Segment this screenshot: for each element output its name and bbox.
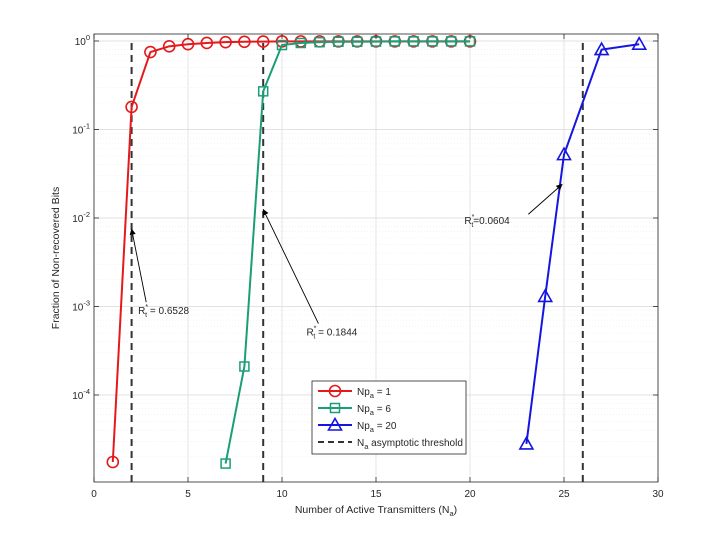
y-tick-label: 100 xyxy=(75,33,90,48)
data-point xyxy=(256,35,270,48)
y-tick-label: 10-1 xyxy=(72,122,90,137)
series-2 xyxy=(220,36,476,469)
legend-label: Na asymptotic threshold xyxy=(357,438,463,451)
series-line xyxy=(224,40,470,464)
x-axis-label: Number of Active Transmitters (Na) xyxy=(295,504,457,518)
legend: Npa = 1 Npa = 6 Npa = 20 Na asymptotic thre… xyxy=(311,380,467,455)
data-point xyxy=(276,39,288,51)
legend-label: Npa = 1 xyxy=(357,387,391,400)
annotation-arrow xyxy=(129,228,147,303)
data-point xyxy=(537,288,554,303)
series-line xyxy=(525,43,640,445)
data-point xyxy=(219,35,232,49)
data-point xyxy=(333,36,344,48)
y-tick-label: 10-2 xyxy=(72,210,90,225)
data-point xyxy=(238,35,251,49)
data-point xyxy=(257,86,269,97)
annotation-arrow xyxy=(528,183,563,215)
legend-label: Npa = 6 xyxy=(357,404,391,417)
legend-item: Npa = 1 xyxy=(318,384,391,400)
data-point xyxy=(200,36,214,50)
data-point xyxy=(314,36,325,48)
data-point xyxy=(408,36,419,47)
data-point xyxy=(351,36,363,48)
data-point xyxy=(125,100,138,114)
data-point xyxy=(427,36,438,47)
legend-swatch-marker xyxy=(329,402,341,414)
data-point xyxy=(106,455,120,469)
data-point xyxy=(220,458,231,469)
data-point xyxy=(631,36,648,51)
data-point xyxy=(144,45,157,59)
data-point xyxy=(239,361,250,372)
annotation: R* t = 0.6528 xyxy=(129,228,190,319)
data-point xyxy=(593,41,610,56)
data-point xyxy=(518,435,535,450)
annotation-arrow xyxy=(262,208,319,324)
y-tick-label: 10-4 xyxy=(72,387,90,402)
annotations: R* t = 0.6528 R* t = 0.1844 R* t=0.0604 xyxy=(129,183,563,341)
annotation-label: R* t = 0.1844 xyxy=(306,326,357,341)
legend-label: Npa = 20 xyxy=(357,421,397,434)
legend-item: Npa = 20 xyxy=(318,416,397,434)
annotation-label: R* t = 0.6528 xyxy=(138,304,189,319)
annotation: R* t=0.0604 xyxy=(464,183,563,229)
annotation-label: R* t=0.0604 xyxy=(464,214,510,229)
series-group xyxy=(106,35,648,469)
x-tick-label: 25 xyxy=(558,489,570,500)
data-point xyxy=(556,146,572,161)
data-point xyxy=(162,40,176,53)
series-3 xyxy=(518,36,648,450)
data-point xyxy=(389,36,401,47)
x-tick-label: 5 xyxy=(185,489,191,500)
x-tick-label: 20 xyxy=(464,489,476,500)
x-tick-label: 0 xyxy=(91,489,97,500)
data-point xyxy=(445,36,457,47)
x-tick-label: 15 xyxy=(370,489,382,500)
legend-box xyxy=(311,380,467,455)
legend-swatch-marker xyxy=(328,384,342,398)
legend-swatch-marker xyxy=(327,416,343,431)
y-axis-label: Fraction of Non-recovered Bits xyxy=(50,187,62,329)
axis-ticks: 0 5 10 15 20 25 30 100 10-1 10-2 10-3 10-4 xyxy=(72,33,664,500)
legend-item: Npa = 6 xyxy=(318,402,391,417)
x-tick-label: 30 xyxy=(652,489,664,500)
y-tick-label: 10-3 xyxy=(72,299,90,314)
data-point xyxy=(295,37,307,49)
x-tick-label: 10 xyxy=(276,489,288,500)
legend-item: Na asymptotic threshold xyxy=(318,438,463,451)
annotation: R* t = 0.1844 xyxy=(262,208,358,341)
